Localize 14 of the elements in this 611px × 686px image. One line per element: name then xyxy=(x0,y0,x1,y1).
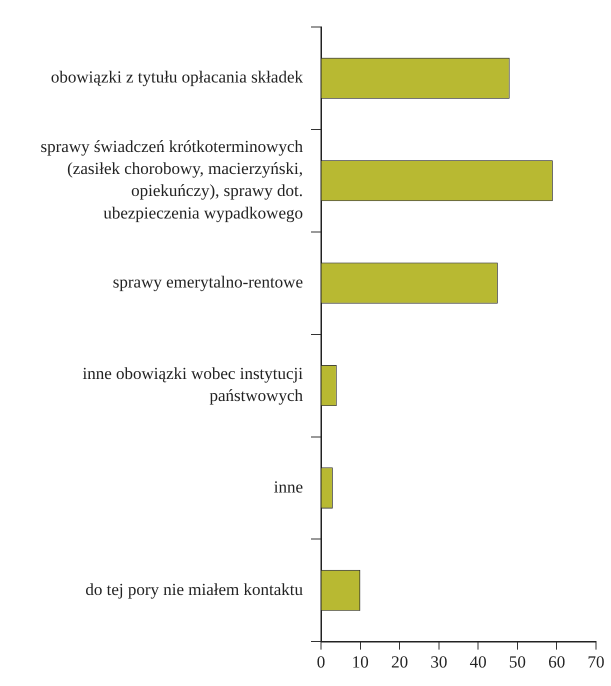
y-tick-label: sprawy świadczeń krótkoterminowych (zasiłek chorobowy, macierzyński, opiekuńczy), sprawy dot. ubezpieczenia wypadkowego xyxy=(40,137,304,222)
x-tick-label: 60 xyxy=(548,652,566,672)
x-tick-label: 10 xyxy=(352,652,369,672)
y-tick-label: sprawy emerytalno-rentowe xyxy=(112,272,303,292)
y-tick-label: obowiązki z tytułu opłacania składek xyxy=(50,68,304,87)
x-tick-label: 0 xyxy=(316,652,326,672)
y-tick-label: inne xyxy=(274,477,303,496)
x-tick-label: 50 xyxy=(508,652,526,672)
y-tick-label: do tej pory nie miałem kontaktu xyxy=(85,580,304,599)
x-tick-label: 20 xyxy=(391,652,408,672)
x-tick-label: 40 xyxy=(470,652,487,672)
x-tick-label: 70 xyxy=(588,652,604,672)
y-tick-label: inne obowiązki wobec instytucji państwowych xyxy=(82,364,304,406)
x-tick-label: 30 xyxy=(430,652,448,672)
